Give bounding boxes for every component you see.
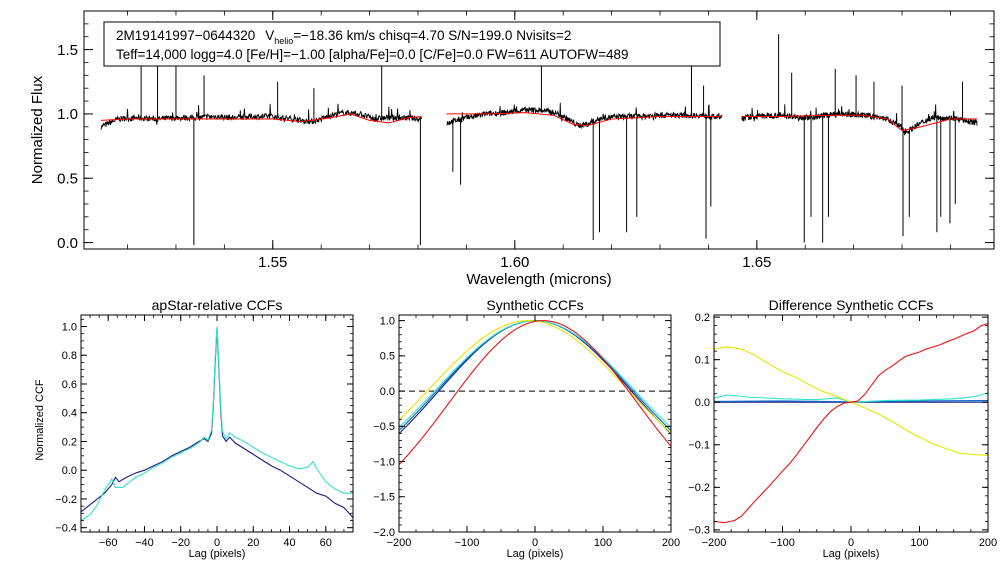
x-tick-label: 40 — [283, 537, 295, 549]
y-tick-label: 1.0 — [57, 106, 78, 123]
y-tick-label: 0.0 — [62, 465, 77, 477]
x-tick-label: 60 — [320, 537, 332, 549]
ccf-line-red — [399, 320, 671, 465]
y-tick-label: −1.5 — [373, 492, 395, 504]
y-tick-label: 0.0 — [57, 235, 78, 252]
synthetic-ccf-ticks: −200 −100 0 100 200 −2.0 −1.5 −1.0 −0.5 0.0 0.5 1.0 — [373, 315, 680, 549]
y-tick-label: −0.2 — [55, 494, 77, 506]
x-tick-label: −200 — [702, 537, 727, 549]
difference-ccf-axes-frame — [713, 314, 989, 533]
annotation-line1: 2M19141997−0644320 Vhelio=−18.36 km/s chi… — [116, 28, 571, 46]
synthetic-ccf-plot-area — [399, 320, 671, 465]
annotation-box — [103, 21, 721, 67]
x-tick-label: −40 — [135, 537, 154, 549]
apstar-ccf-title: apStar-relative CCFs — [152, 297, 283, 313]
ccf-line-red — [714, 322, 988, 524]
model-spectrum-chip-2 — [446, 112, 722, 127]
spectrum-ticks: 1.55 1.60 1.65 0.0 0.5 1.0 1.5 — [57, 11, 994, 271]
spectrum-plot-area — [100, 21, 978, 246]
x-tick-label: 0 — [848, 537, 854, 549]
observed-spectrum-chip-2 — [446, 102, 723, 130]
synthetic-ccf-axes-frame — [398, 314, 672, 533]
annotation-velocity-stats: =−18.36 km/s chisq=4.70 S/N=199.0 Nvisit… — [293, 28, 571, 43]
model-spectrum-chip-3 — [741, 114, 978, 132]
y-tick-label: 0.0 — [695, 397, 710, 409]
x-tick-label: −200 — [387, 537, 412, 549]
x-tick-label: 1.60 — [500, 254, 529, 271]
apstar-ccf-ylabel: Normalized CCF — [34, 379, 46, 461]
model-spectrum-chip-1 — [100, 113, 422, 124]
difference-ccf-ticks: −200 −100 0 100 200 −0.3 −0.2 −0.1 0.0 0.1 0.2 — [688, 312, 997, 549]
ccf-line-blue — [714, 399, 988, 403]
x-tick-label: 100 — [594, 537, 612, 549]
y-tick-label: 0.0 — [380, 386, 395, 398]
ccf-line-blue — [399, 320, 671, 431]
apstar-ccf-xlabel: Lag (pixels) — [189, 548, 246, 560]
y-tick-label: 0.1 — [695, 355, 710, 367]
difference-ccf-panel: Difference Synthetic CCFs −200 −100 0 100 20… — [688, 297, 997, 560]
x-tick-label: −100 — [455, 537, 480, 549]
ccf-line-cyan — [81, 326, 353, 521]
y-tick-label: 0.8 — [62, 350, 77, 362]
series-group — [81, 326, 353, 521]
difference-ccf-title: Difference Synthetic CCFs — [769, 297, 934, 313]
y-tick-label: 0.6 — [62, 379, 77, 391]
apstar-ccf-axes-frame — [80, 314, 354, 533]
x-tick-label: 0 — [214, 537, 220, 549]
y-tick-label: 0.2 — [62, 436, 77, 448]
y-tick-label: −0.4 — [55, 523, 77, 535]
observed-spectrum-chip-1 — [100, 103, 423, 130]
y-tick-label: 1.0 — [62, 321, 77, 333]
spectrum-xlabel: Wavelength (microns) — [466, 271, 611, 288]
y-tick-label: −0.1 — [688, 440, 710, 452]
x-tick-label: −60 — [99, 537, 118, 549]
difference-ccf-plot-area — [714, 322, 988, 524]
y-tick-label: 1.0 — [380, 315, 395, 327]
spectrum-panel: 1.55 1.60 1.65 0.0 0.5 1.0 1.5 2M19141997−0644… — [29, 10, 995, 288]
apstar-ccf-ticks: −60 −40 −20 0 20 40 60 −0.4 −0.2 0.0 0.2 0.4 0.6 0.8 1… — [55, 315, 354, 549]
spectrum-ylabel: Normalized Flux — [29, 75, 46, 184]
spectrum-axes-frame — [83, 10, 995, 250]
ccf-line-navy — [81, 327, 353, 518]
synthetic-ccf-title: Synthetic CCFs — [486, 297, 583, 313]
x-tick-label: 100 — [910, 537, 928, 549]
y-tick-label: 0.2 — [695, 312, 710, 324]
y-tick-label: −2.0 — [373, 527, 395, 539]
y-tick-label: −1.0 — [373, 456, 395, 468]
annotation-v: V — [265, 28, 274, 43]
y-tick-label: −0.3 — [688, 525, 710, 537]
x-tick-label: 200 — [662, 537, 680, 549]
x-tick-label: 1.65 — [742, 254, 771, 271]
apstar-ccf-plot-area — [81, 326, 353, 521]
series-group — [399, 320, 671, 465]
y-tick-label: 0.5 — [57, 170, 78, 187]
ccf-line-cyan — [399, 320, 671, 428]
x-tick-label: 0 — [532, 537, 538, 549]
y-tick-label: 0.4 — [62, 408, 77, 420]
x-tick-label: −100 — [770, 537, 795, 549]
apstar-ccf-panel: apStar-relative CCFs −60 −40 −20 0 20 40 60 −0.… — [34, 297, 354, 560]
annotation-star-id: 2M19141997−0644320 — [116, 28, 255, 43]
x-tick-label: 20 — [247, 537, 259, 549]
y-tick-label: −0.2 — [688, 482, 710, 494]
x-tick-label: 1.55 — [258, 254, 287, 271]
difference-ccf-xlabel: Lag (pixels) — [823, 548, 880, 560]
y-tick-label: −0.5 — [373, 421, 395, 433]
x-tick-label: 200 — [979, 537, 997, 549]
observed-spectrum-chip-3 — [740, 104, 978, 136]
annotation-line2: Teff=14,000 logg=4.0 [Fe/H]=−1.00 [alpha… — [116, 47, 629, 62]
x-tick-label: −20 — [171, 537, 190, 549]
y-tick-label: 0.5 — [380, 351, 395, 363]
synthetic-ccf-panel: Synthetic CCFs −200 −100 0 100 200 −2.0 −1.5 −1… — [373, 297, 680, 560]
y-tick-label: 1.5 — [57, 42, 78, 59]
series-group — [714, 322, 988, 524]
annotation-v-subscript: helio — [274, 36, 293, 46]
ccf-line-cyan — [714, 392, 988, 403]
synthetic-ccf-xlabel: Lag (pixels) — [507, 548, 564, 560]
